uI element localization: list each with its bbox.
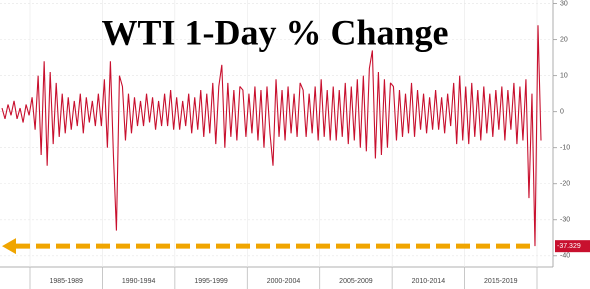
chart-title: WTI 1-Day % Change <box>101 12 448 52</box>
y-tick-label: -10 <box>560 145 570 152</box>
arrow-head <box>2 238 16 255</box>
series-line <box>1 25 542 247</box>
y-tick-label: 20 <box>560 36 568 43</box>
y-tick-label: -20 <box>560 181 570 188</box>
x-tick-label: 1985-1989 <box>49 278 83 285</box>
y-tick-label: -40 <box>560 253 570 260</box>
y-tick-label: 10 <box>560 73 568 80</box>
y-tick-label: 30 <box>560 0 568 7</box>
x-tick-label: 1990-1994 <box>122 278 156 285</box>
x-tick-label: 1995-1999 <box>194 278 228 285</box>
y-tick-label: 0 <box>560 109 564 116</box>
value-label: -37.329 <box>557 243 581 250</box>
x-tick-label: 2005-2009 <box>339 278 373 285</box>
x-tick-label: 2010-2014 <box>412 278 446 285</box>
y-tick-label: -30 <box>560 217 570 224</box>
value-badge <box>555 240 590 253</box>
x-tick-label: 2015-2019 <box>484 278 518 285</box>
x-tick-label: 2000-2004 <box>267 278 301 285</box>
